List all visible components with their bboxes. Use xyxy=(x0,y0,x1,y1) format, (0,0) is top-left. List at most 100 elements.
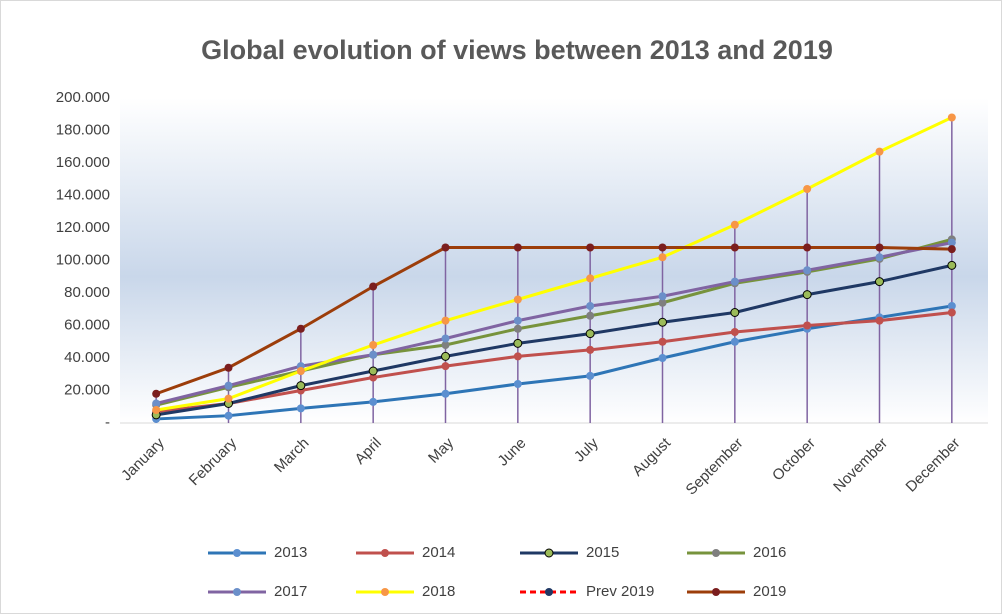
data-point xyxy=(875,277,884,287)
data-point xyxy=(803,266,812,275)
data-point xyxy=(947,302,956,310)
legend-marker xyxy=(544,548,554,558)
data-point xyxy=(658,317,667,327)
y-tick-label: 120.000 xyxy=(56,219,110,236)
data-point xyxy=(513,380,522,388)
y-tick-label: 140.000 xyxy=(56,186,110,203)
y-tick-label: 180.000 xyxy=(56,121,110,138)
data-point xyxy=(369,341,378,349)
data-point xyxy=(586,243,595,252)
legend-marker xyxy=(712,588,720,596)
data-point xyxy=(296,324,305,333)
data-point xyxy=(730,337,739,346)
data-point xyxy=(441,334,450,343)
legend-label: 2017 xyxy=(274,583,307,600)
data-point xyxy=(947,238,956,247)
data-point xyxy=(224,394,233,403)
data-point xyxy=(441,316,450,325)
series-line xyxy=(155,311,953,414)
data-point xyxy=(369,350,378,359)
series-line xyxy=(155,263,953,417)
series-line xyxy=(155,237,953,407)
data-point xyxy=(658,292,667,301)
data-point xyxy=(658,298,667,307)
y-tick-label: - xyxy=(105,414,110,431)
data-point xyxy=(441,243,450,252)
data-point xyxy=(368,366,378,376)
legend-marker xyxy=(381,588,389,596)
legend-label: 2013 xyxy=(274,544,307,561)
y-tick-label: 40.000 xyxy=(64,349,110,366)
legend-marker xyxy=(712,549,720,557)
data-point xyxy=(875,147,884,156)
data-point xyxy=(803,243,812,252)
data-point xyxy=(730,220,739,229)
data-point xyxy=(947,308,956,317)
series-line xyxy=(155,246,952,396)
data-point xyxy=(586,345,595,354)
legend-label: Prev 2019 xyxy=(586,583,654,600)
data-point xyxy=(441,389,450,398)
data-point xyxy=(369,282,378,291)
data-point xyxy=(658,337,667,346)
y-tick-label: 160.000 xyxy=(56,154,110,171)
legend-label: 2014 xyxy=(422,544,455,561)
data-point xyxy=(513,324,522,333)
legend-label: 2019 xyxy=(753,583,786,600)
legend-label: 2015 xyxy=(586,544,619,561)
data-point xyxy=(224,363,233,372)
data-point xyxy=(730,277,739,286)
data-point xyxy=(513,243,522,252)
data-point xyxy=(152,399,161,408)
data-point xyxy=(875,316,884,325)
series-line xyxy=(155,116,953,412)
data-point xyxy=(585,329,595,339)
data-point xyxy=(369,397,378,406)
data-point xyxy=(224,381,233,390)
data-point xyxy=(803,321,812,330)
data-point xyxy=(802,290,812,300)
data-point xyxy=(296,381,306,391)
legend-marker xyxy=(233,549,241,557)
data-point xyxy=(730,308,740,317)
data-point xyxy=(947,245,956,254)
legend-label: 2018 xyxy=(422,583,455,600)
data-point xyxy=(730,243,739,252)
data-point xyxy=(369,373,378,382)
data-point xyxy=(296,404,305,413)
data-point xyxy=(441,341,450,349)
chart-title: Global evolution of views between 2013 a… xyxy=(201,35,833,65)
data-point xyxy=(586,311,595,320)
data-point xyxy=(441,362,450,371)
data-point xyxy=(152,406,161,414)
data-point xyxy=(296,367,305,375)
data-point xyxy=(947,260,957,270)
data-point xyxy=(513,295,522,304)
legend-marker xyxy=(233,588,241,596)
series-line xyxy=(156,304,953,421)
data-point xyxy=(513,352,522,361)
data-point xyxy=(513,316,522,325)
data-point xyxy=(586,302,595,310)
series-line xyxy=(155,241,953,405)
data-point xyxy=(586,371,595,380)
data-point xyxy=(658,354,667,362)
data-point xyxy=(586,274,595,283)
data-point xyxy=(513,338,523,348)
y-tick-label: 200.000 xyxy=(56,89,110,106)
data-point xyxy=(875,253,884,262)
data-point xyxy=(658,243,667,252)
plot-area xyxy=(120,98,988,423)
data-point xyxy=(875,243,884,252)
y-tick-label: 80.000 xyxy=(64,284,110,301)
data-point xyxy=(441,351,450,361)
data-point xyxy=(658,253,667,262)
legend-marker xyxy=(545,588,553,596)
data-point xyxy=(224,411,233,420)
data-point xyxy=(730,328,739,336)
data-point xyxy=(803,185,812,193)
legend-label: 2016 xyxy=(753,544,786,561)
data-point xyxy=(152,389,161,398)
y-tick-label: 60.000 xyxy=(64,316,110,333)
